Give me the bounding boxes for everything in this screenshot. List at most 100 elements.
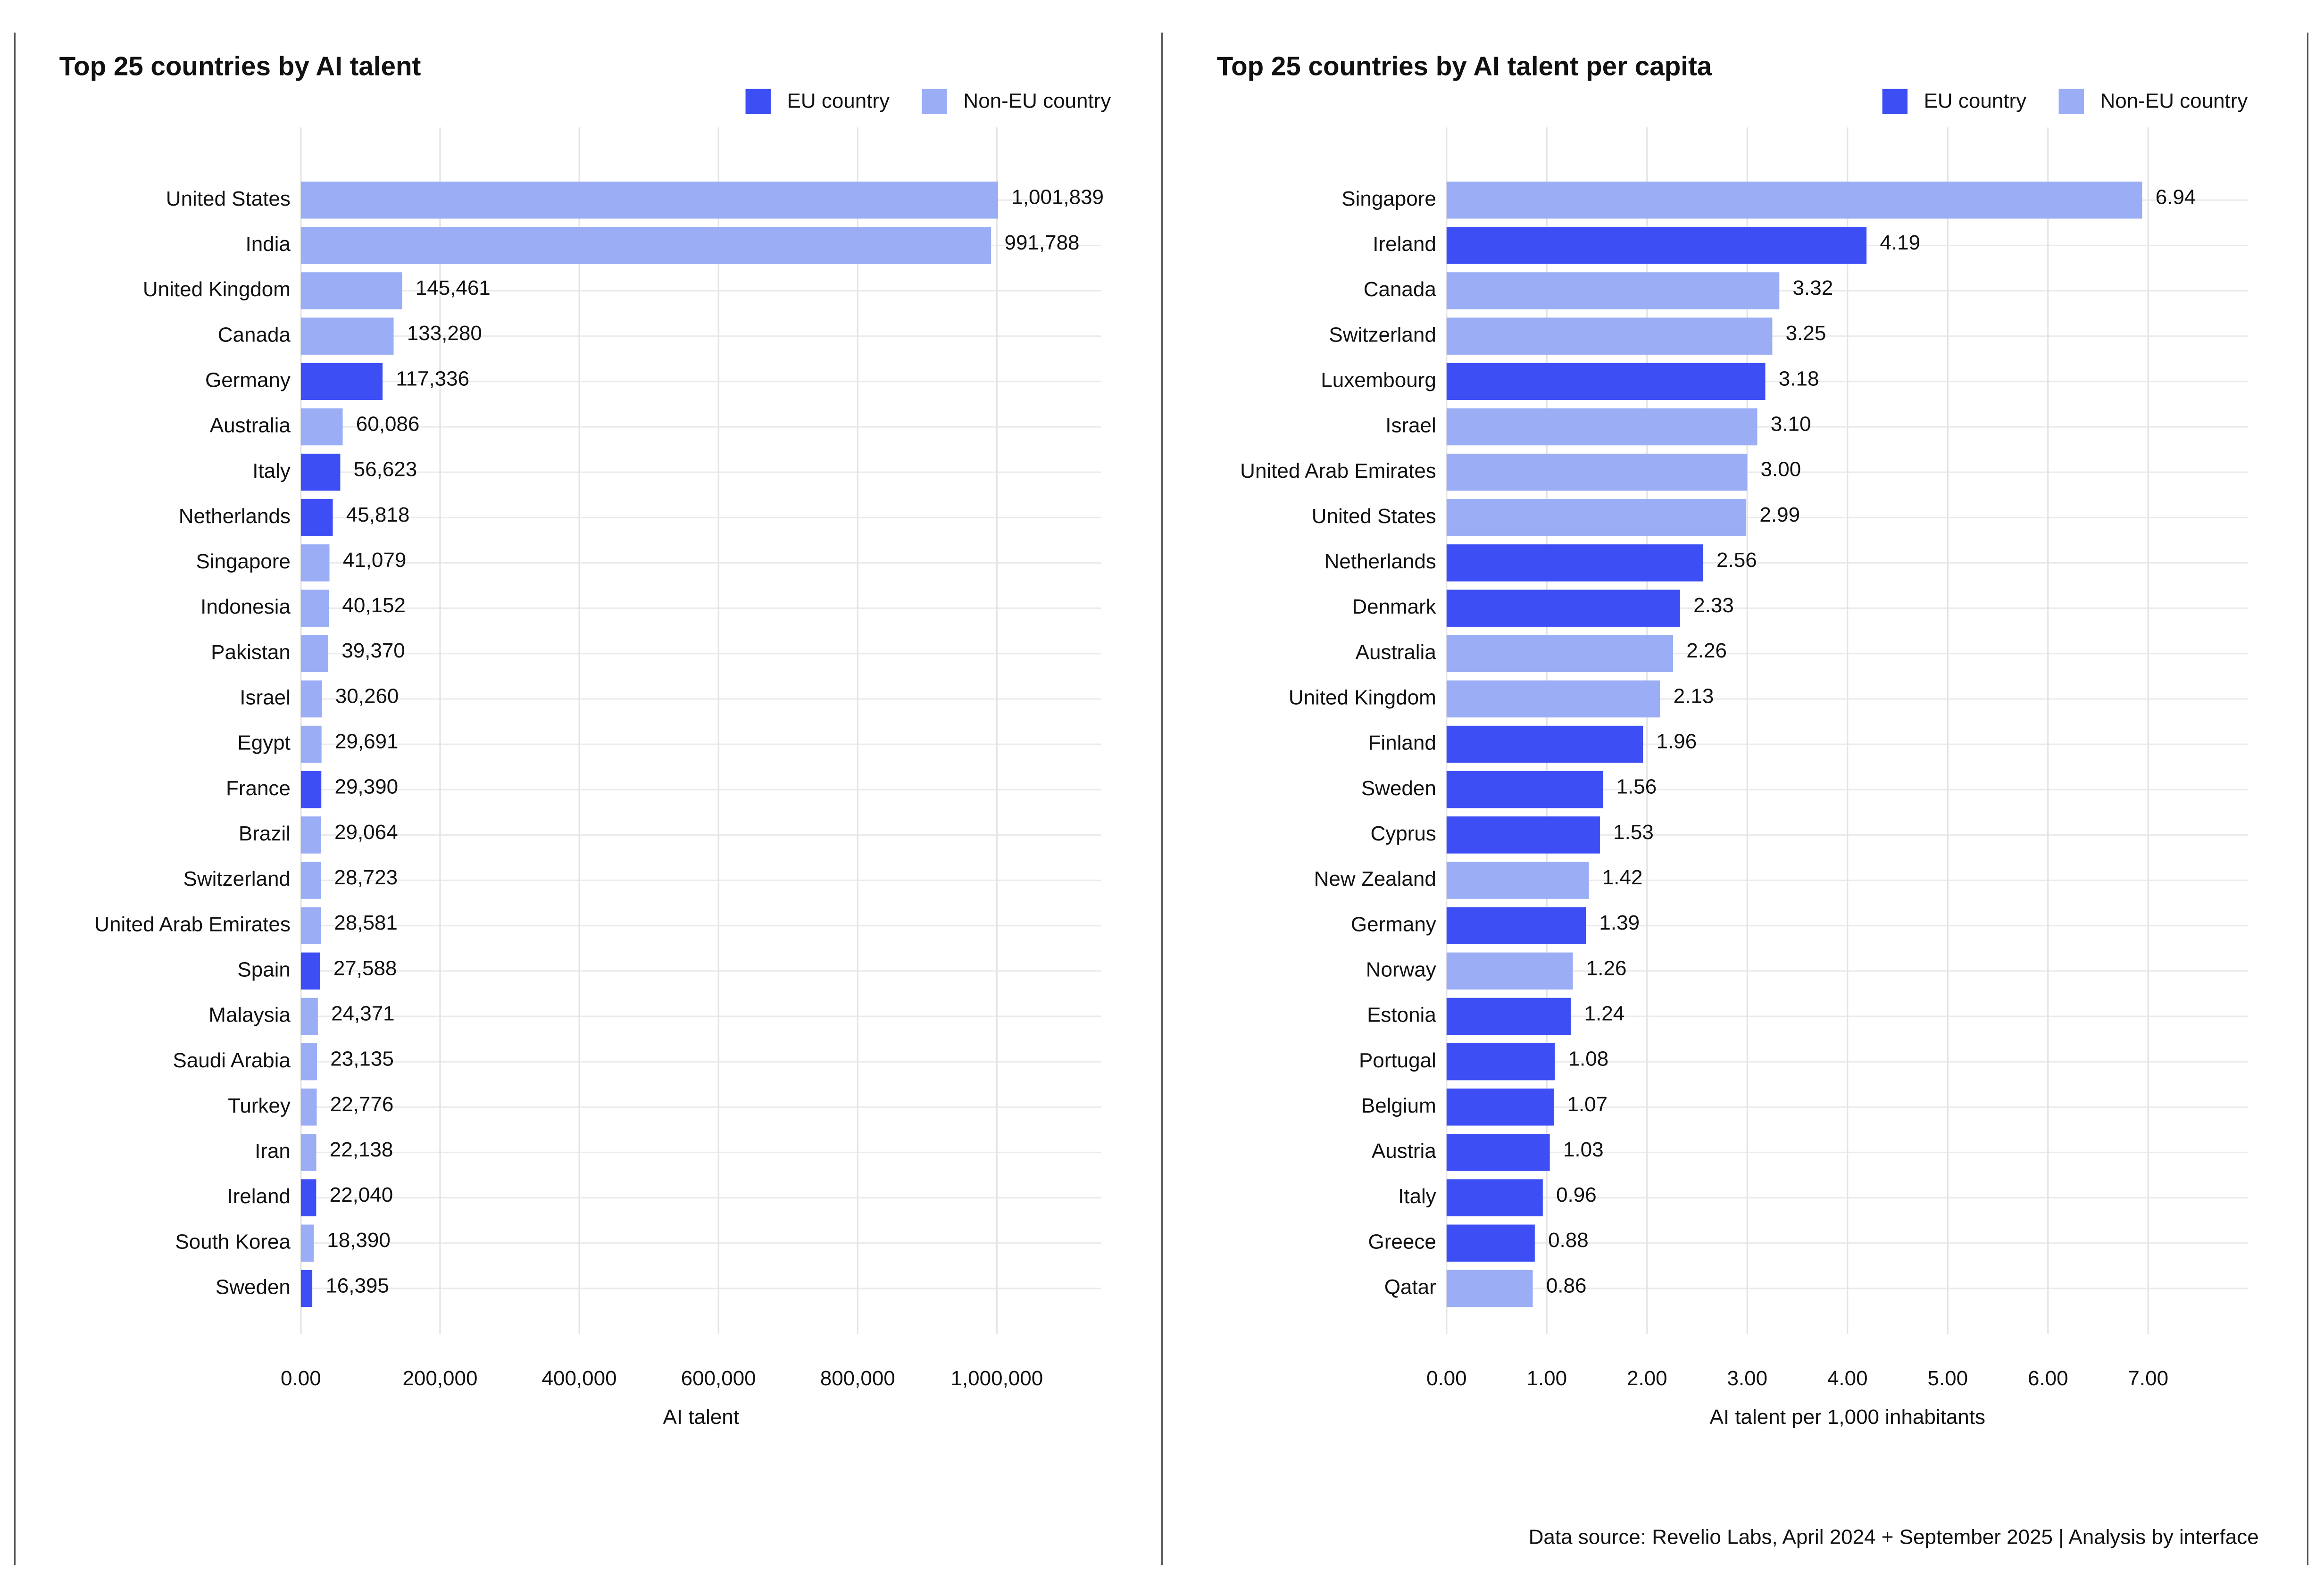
value-label: 56,623 bbox=[354, 458, 417, 481]
value-label: 2.56 bbox=[1716, 549, 1757, 572]
y-tick-label: Australia bbox=[1356, 640, 1437, 664]
x-axis-label: AI talent bbox=[663, 1405, 739, 1429]
y-tick-label: United Arab Emirates bbox=[94, 913, 291, 936]
bar bbox=[300, 408, 343, 446]
value-label: 1.26 bbox=[1586, 956, 1627, 980]
value-label: 41,079 bbox=[343, 549, 407, 572]
bar bbox=[300, 317, 394, 355]
y-tick-label: Switzerland bbox=[183, 867, 291, 890]
y-tick-label: Ireland bbox=[1373, 233, 1436, 256]
bar bbox=[1446, 499, 1747, 536]
bar bbox=[300, 1043, 317, 1081]
bar bbox=[300, 227, 991, 264]
x-tick-label: 3.00 bbox=[1727, 1367, 1767, 1390]
bar bbox=[1446, 816, 1600, 854]
y-tick-label: Austria bbox=[1372, 1139, 1436, 1163]
y-tick-label: United Kingdom bbox=[143, 278, 291, 301]
bar bbox=[1446, 1224, 1535, 1262]
x-tick-label: 2.00 bbox=[1627, 1367, 1667, 1390]
y-tick-label: Singapore bbox=[196, 550, 291, 573]
legend-label: EU country bbox=[787, 89, 890, 112]
bar bbox=[300, 680, 322, 718]
bar bbox=[1446, 453, 1748, 491]
value-label: 23,135 bbox=[330, 1048, 394, 1071]
x-axis-label: AI talent per 1,000 inhabitants bbox=[1710, 1405, 1985, 1429]
value-label: 22,776 bbox=[330, 1093, 394, 1116]
value-label: 29,390 bbox=[335, 775, 399, 798]
value-label: 117,336 bbox=[396, 367, 469, 390]
y-tick-label: Switzerland bbox=[1329, 323, 1436, 346]
y-tick-label: France bbox=[226, 777, 291, 800]
value-label: 0.86 bbox=[1546, 1274, 1587, 1297]
y-tick-label: Spain bbox=[237, 958, 291, 981]
bar bbox=[1446, 635, 1674, 673]
bar bbox=[1446, 725, 1643, 763]
value-label: 2.26 bbox=[1686, 639, 1727, 662]
y-tick-label: Australia bbox=[210, 414, 291, 437]
bar bbox=[1446, 998, 1571, 1035]
x-tick-label: 600,000 bbox=[681, 1367, 756, 1390]
value-label: 1.53 bbox=[1613, 821, 1654, 844]
y-tick-label: Turkey bbox=[228, 1094, 291, 1117]
value-label: 1.07 bbox=[1567, 1093, 1608, 1116]
bar bbox=[1446, 1179, 1543, 1216]
value-label: 27,588 bbox=[333, 956, 397, 980]
x-tick-label: 0.00 bbox=[1426, 1367, 1467, 1390]
bar bbox=[1446, 1270, 1533, 1307]
y-tick-label: Canada bbox=[1364, 278, 1437, 301]
y-tick-label: Pakistan bbox=[211, 640, 291, 664]
legend-swatch bbox=[1882, 89, 1908, 115]
bar bbox=[1446, 1134, 1550, 1171]
legend-label: Non-EU country bbox=[963, 89, 1111, 112]
value-label: 0.88 bbox=[1548, 1229, 1589, 1252]
value-label: 1.24 bbox=[1584, 1002, 1625, 1025]
legend-label: Non-EU country bbox=[2100, 89, 2248, 112]
x-tick-label: 4.00 bbox=[1827, 1367, 1868, 1390]
x-tick-label: 1.00 bbox=[1526, 1367, 1567, 1390]
x-tick-label: 0.00 bbox=[281, 1367, 321, 1390]
y-tick-label: United States bbox=[1312, 505, 1436, 528]
y-tick-label: Qatar bbox=[1384, 1276, 1436, 1299]
bar bbox=[300, 272, 402, 309]
y-tick-label: Sweden bbox=[216, 1276, 291, 1299]
y-tick-label: Italy bbox=[1398, 1185, 1436, 1208]
bar bbox=[300, 635, 328, 673]
bar bbox=[1446, 408, 1758, 446]
y-tick-label: Malaysia bbox=[208, 1004, 291, 1027]
value-label: 4.19 bbox=[1880, 231, 1920, 254]
bar bbox=[300, 816, 321, 854]
value-label: 3.32 bbox=[1793, 276, 1833, 299]
y-tick-label: Sweden bbox=[1361, 777, 1436, 800]
bar bbox=[300, 499, 333, 536]
x-tick-label: 7.00 bbox=[2128, 1367, 2168, 1390]
legend-swatch bbox=[2058, 89, 2084, 115]
value-label: 2.99 bbox=[1759, 503, 1800, 526]
y-tick-label: Singapore bbox=[1341, 187, 1436, 210]
value-label: 1.42 bbox=[1602, 866, 1643, 889]
value-label: 1,001,839 bbox=[1011, 186, 1104, 209]
y-tick-label: Canada bbox=[218, 323, 291, 346]
y-tick-label: Netherlands bbox=[1324, 550, 1436, 573]
legend-swatch bbox=[922, 89, 947, 115]
bar bbox=[300, 907, 321, 944]
value-label: 28,723 bbox=[334, 866, 398, 889]
bar bbox=[300, 1224, 314, 1262]
y-tick-label: Netherlands bbox=[179, 505, 291, 528]
y-tick-label: Finland bbox=[1368, 732, 1436, 755]
bar bbox=[1446, 771, 1603, 808]
x-tick-label: 6.00 bbox=[2028, 1367, 2068, 1390]
bar bbox=[1446, 363, 1766, 400]
value-label: 28,581 bbox=[334, 911, 398, 934]
y-tick-label: India bbox=[245, 233, 291, 256]
bar bbox=[300, 590, 329, 627]
chart-title: Top 25 countries by AI talent per capita bbox=[1217, 51, 1712, 81]
bar bbox=[300, 453, 341, 491]
bar bbox=[1446, 907, 1586, 944]
value-label: 0.96 bbox=[1556, 1183, 1597, 1206]
bar bbox=[1446, 1089, 1554, 1126]
value-label: 991,788 bbox=[1005, 231, 1080, 254]
bar bbox=[300, 544, 330, 582]
y-tick-label: Portugal bbox=[1359, 1049, 1436, 1072]
bar bbox=[1446, 680, 1660, 718]
value-label: 133,280 bbox=[407, 322, 482, 345]
